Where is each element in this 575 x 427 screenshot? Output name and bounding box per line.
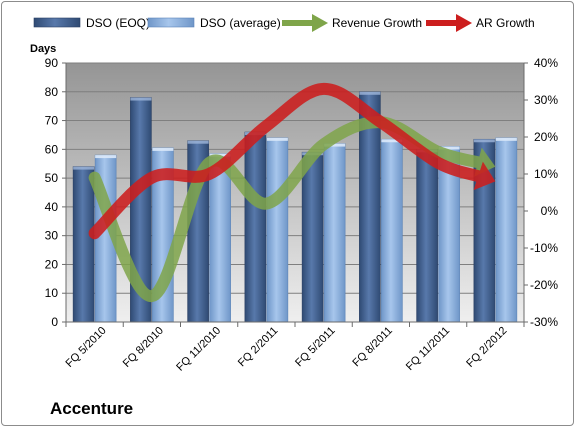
revenue-growth-arrow-line bbox=[88, 116, 488, 303]
x-tick-label: FQ 11/2010 bbox=[174, 325, 223, 374]
x-tick-label: FQ 11/2011 bbox=[404, 325, 452, 373]
ar-growth-arrow-arrowhead bbox=[473, 161, 496, 191]
ar-growth-arrow-line bbox=[88, 82, 489, 240]
bar-dso-average bbox=[266, 137, 289, 323]
y-right-tick-label: -10% bbox=[530, 241, 558, 255]
bar-dso-eoq-cap bbox=[187, 140, 209, 144]
legend-swatch-dso-average bbox=[147, 17, 195, 28]
revenue-growth-arrow-arrowhead bbox=[474, 147, 496, 177]
y-left-tick-label: 90 bbox=[45, 56, 59, 70]
y-left-tick-label: 60 bbox=[45, 142, 59, 156]
legend-swatch-dso-eoq bbox=[33, 17, 81, 28]
y-left-tick-label: 10 bbox=[45, 286, 59, 300]
bar-dso-eoq bbox=[416, 149, 438, 323]
legend-label-revenue-growth: Revenue Growth bbox=[332, 16, 422, 30]
arrow-series bbox=[88, 82, 496, 303]
bar-dso-eoq bbox=[301, 151, 324, 323]
y-right-tick-label: -20% bbox=[530, 278, 558, 292]
x-tick-label: FQ 2/2012 bbox=[464, 325, 509, 370]
y-right-tick-label: 10% bbox=[534, 167, 558, 181]
ar-growth-arrow bbox=[88, 82, 496, 240]
bar-dso-average-cap bbox=[266, 137, 288, 141]
y-left-tick-label: 70 bbox=[45, 114, 59, 128]
bar-dso-average-cap bbox=[95, 155, 117, 159]
x-tick-label: FQ 2/2011 bbox=[236, 325, 281, 370]
bar-dso-eoq-cap bbox=[73, 166, 95, 170]
legend-swatch-ar-growth-head bbox=[456, 14, 472, 32]
legend-label-dso-eoq: DSO (EOQ) bbox=[86, 16, 150, 30]
bar-dso-eoq bbox=[244, 131, 267, 323]
legend-swatch-ar-growth bbox=[426, 14, 472, 32]
y-left-tick-label: 80 bbox=[45, 85, 59, 99]
bar-dso-eoq-cap bbox=[359, 91, 381, 95]
x-tick-label: FQ 8/2011 bbox=[350, 325, 395, 370]
legend-label-ar-growth: AR Growth bbox=[476, 16, 535, 30]
legend-label-dso-average: DSO (average) bbox=[200, 16, 281, 30]
y-left-tick-label: 30 bbox=[45, 229, 59, 243]
y-left-tick-label: 50 bbox=[45, 171, 59, 185]
bar-dso-average-cap bbox=[324, 143, 346, 147]
bar-dso-eoq-cap bbox=[130, 97, 152, 101]
legend-swatch-revenue-growth bbox=[282, 14, 328, 32]
y-left-tick-label: 20 bbox=[45, 257, 59, 271]
legend: DSO (EOQ) DSO (average) Revenue Growth AR G… bbox=[33, 14, 535, 32]
y-right-tick-label: 40% bbox=[534, 56, 558, 70]
y-axis-title: Days bbox=[30, 43, 56, 55]
bar-dso-average bbox=[495, 137, 518, 323]
y-right-tick-label: 30% bbox=[534, 93, 558, 107]
bar-dso-average-cap bbox=[495, 137, 517, 141]
legend-swatch-revenue-growth-head bbox=[312, 14, 328, 32]
y-right-tick-label: 20% bbox=[534, 130, 558, 144]
y-left-tick-label: 0 bbox=[51, 315, 58, 329]
bar-dso-average-cap bbox=[438, 146, 460, 150]
x-tick-label: FQ 8/2010 bbox=[121, 325, 166, 370]
bar-dso-eoq-cap bbox=[473, 139, 495, 143]
x-tick-label: FQ 5/2011 bbox=[293, 325, 338, 370]
chart-title: Accenture bbox=[50, 399, 133, 418]
bar-dso-average-cap bbox=[152, 147, 174, 151]
x-tick-label: FQ 5/2010 bbox=[64, 325, 109, 370]
bar-dso-eoq bbox=[72, 166, 95, 323]
bar-dso-average-cap bbox=[381, 139, 403, 143]
y-left-tick-label: 40 bbox=[45, 200, 59, 214]
y-right-tick-label: 0% bbox=[541, 204, 559, 218]
y-right-tick-label: -30% bbox=[530, 315, 558, 329]
bar-dso-average bbox=[381, 138, 403, 323]
bar-dso-average bbox=[323, 143, 346, 323]
revenue-growth-arrow bbox=[88, 116, 496, 303]
